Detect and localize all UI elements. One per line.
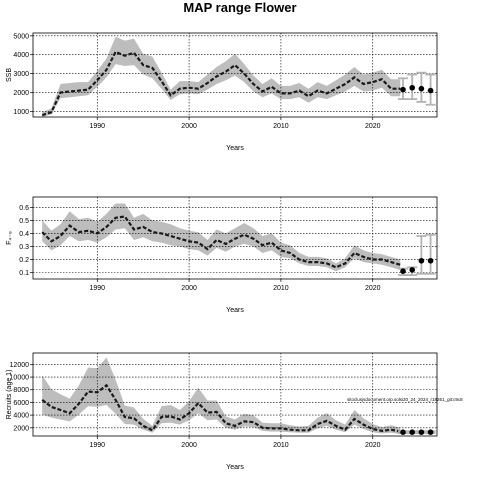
recruits-y-ticks: 2000 4000 6000 8000 10000 12000 xyxy=(10,362,33,432)
ssb-ytick-label-2: 3000 xyxy=(13,71,29,78)
f-forecast-point-2 xyxy=(418,257,425,264)
recruits-xtick-label-2010: 2010 xyxy=(273,442,289,449)
f-xtick-label-1990: 1990 xyxy=(89,285,105,292)
f-forecast-point-0 xyxy=(400,268,406,274)
ssb-forecast-point-0 xyxy=(400,86,406,93)
f-median-path xyxy=(41,215,401,269)
f-ytick-label-1: 0.2 xyxy=(19,257,29,264)
f-confidence-band xyxy=(42,203,401,272)
f-ytick-label-2: 0.3 xyxy=(19,244,29,251)
recruits-ytick-label-1: 4000 xyxy=(13,413,29,420)
ssb-x-axis-label: Years xyxy=(226,145,244,152)
recruits-ytick-label-5: 12000 xyxy=(10,362,30,369)
fishing-mortality-panel: 1990 2000 2010 2020 0.1 0.2 0.3 0.4 0.5 0.6 Year… xyxy=(6,196,438,314)
ssb-y-axis-label: SSB xyxy=(6,68,13,82)
ssb-ytick-label-0: 1000 xyxy=(13,109,29,116)
f-band-area xyxy=(42,203,401,272)
recruits-forecast-point-2 xyxy=(418,429,425,435)
recruits-ytick-label-0: 2000 xyxy=(13,425,29,432)
f-xtick-label-2000: 2000 xyxy=(181,285,197,292)
ssb-confidence-band xyxy=(42,36,401,117)
ssb-plot-frame xyxy=(32,32,438,118)
f-x-axis-label: Years xyxy=(226,307,244,314)
ssb-y-ticks: 1000 2000 3000 4000 5000 xyxy=(13,33,33,116)
run-annotation: sitoclusjsdocument.orp.solsi20_24_2024_r… xyxy=(347,397,463,402)
f-plot-frame xyxy=(32,196,438,280)
ssb-ytick-label-3: 4000 xyxy=(13,52,29,59)
ssb-forecast-point-3 xyxy=(427,87,434,94)
f-forecast-point-3 xyxy=(427,257,434,264)
f-x-ticks: 1990 2000 2010 2020 xyxy=(89,279,381,292)
recruits-panel: 1990 2000 2010 2020 2000 4000 6000 8000 10000 12… xyxy=(6,352,463,471)
ssb-band-area xyxy=(42,36,401,117)
ssb-forecast xyxy=(398,71,436,106)
ssb-ytick-label-4: 5000 xyxy=(13,33,29,40)
recruits-median-path xyxy=(41,383,401,433)
recruits-xtick-label-2020: 2020 xyxy=(365,442,381,449)
f-ytick-label-3: 0.4 xyxy=(19,231,29,238)
recruits-xtick-label-1990: 1990 xyxy=(89,442,105,449)
recruits-median-line xyxy=(41,383,401,433)
f-forecast-point-1 xyxy=(409,267,416,273)
recruits-forecast xyxy=(398,429,436,435)
recruits-xtick-label-2000: 2000 xyxy=(181,442,197,449)
ssb-panel: 1990 2000 2010 2020 1000 2000 3000 4000 5000 Ye… xyxy=(6,32,438,152)
f-y-axis-label: F₄₋₈ xyxy=(6,231,13,245)
recruits-forecast-point-1 xyxy=(409,429,416,435)
recruits-forecast-point-3 xyxy=(427,429,434,435)
f-median-line xyxy=(41,215,401,269)
recruits-plot-frame xyxy=(32,352,438,437)
recruits-x-axis-label: Years xyxy=(226,464,244,471)
chart-title: MAP range Flower xyxy=(183,0,296,15)
ssb-x-ticks: 1990 2000 2010 2020 xyxy=(89,117,381,130)
ssb-forecast-point-2 xyxy=(418,85,425,92)
f-forecast xyxy=(398,233,436,276)
ssb-xtick-label-2020: 2020 xyxy=(365,123,381,130)
ssb-xtick-label-2000: 2000 xyxy=(181,123,197,130)
f-xtick-label-2010: 2010 xyxy=(273,285,289,292)
ssb-median-line xyxy=(41,50,401,117)
f-xtick-label-2020: 2020 xyxy=(365,285,381,292)
recruits-forecast-point-0 xyxy=(400,429,406,435)
ssb-gridlines xyxy=(33,33,437,117)
recruits-ytick-label-4: 10000 xyxy=(10,375,30,382)
f-ytick-label-4: 0.5 xyxy=(19,218,29,225)
ssb-median-path xyxy=(41,50,401,117)
recruits-x-ticks: 1990 2000 2010 2020 xyxy=(89,436,381,449)
f-ytick-label-0: 0.1 xyxy=(19,270,29,277)
recruits-ytick-label-2: 6000 xyxy=(13,400,29,407)
recruits-ytick-label-3: 8000 xyxy=(13,387,29,394)
ssb-ytick-label-1: 2000 xyxy=(13,90,29,97)
ssb-xtick-label-1990: 1990 xyxy=(89,123,105,130)
f-ytick-label-5: 0.6 xyxy=(19,205,29,212)
f-y-ticks: 0.1 0.2 0.3 0.4 0.5 0.6 xyxy=(19,205,33,277)
recruits-band-area xyxy=(42,357,401,435)
ssb-forecast-point-1 xyxy=(409,84,416,91)
ssb-xtick-label-2010: 2010 xyxy=(273,123,289,130)
recruits-confidence-band xyxy=(42,357,401,435)
recruits-y-axis-label: Recruits (age 1) xyxy=(6,370,13,420)
